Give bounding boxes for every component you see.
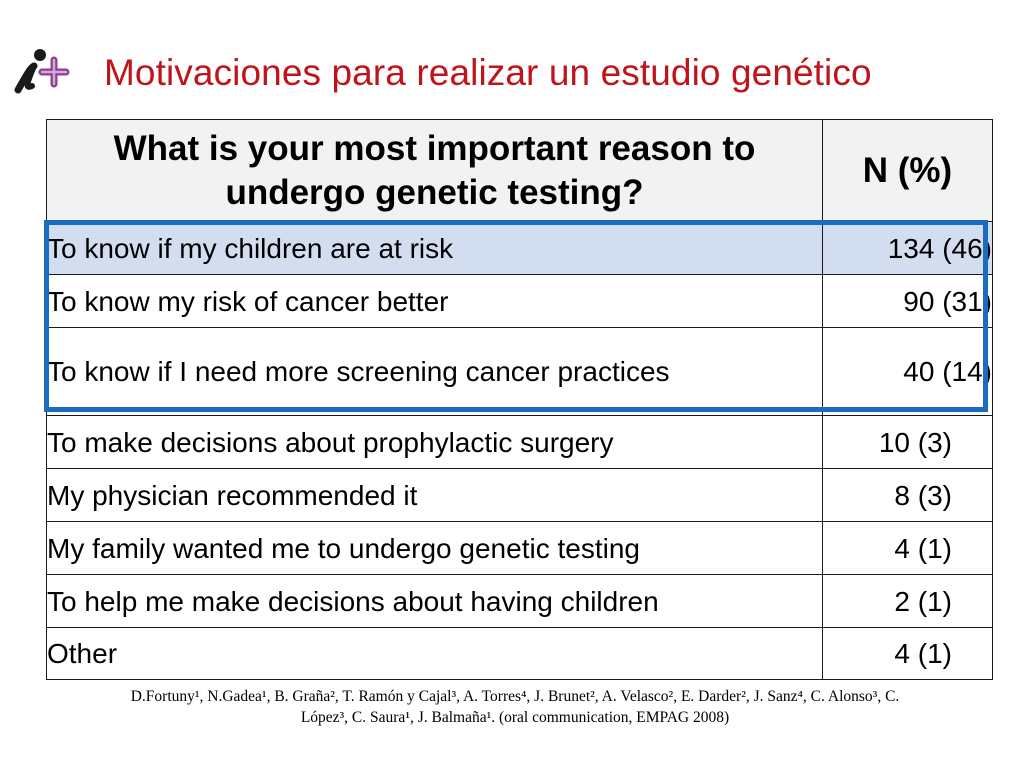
table-row: To know my risk of cancer better 90 (31) [46, 274, 993, 328]
n-percent-cell: 40 (14) [822, 327, 993, 416]
n-percent-cell: 4 (1) [822, 627, 993, 680]
n-percent-cell: 4 (1) [822, 521, 993, 575]
survey-results-table: What is your most important reason to un… [46, 119, 993, 680]
n-percent-cell: 8 (3) [822, 468, 993, 522]
reason-cell: Other [46, 627, 823, 680]
table-row: To know if I need more screening cancer … [46, 327, 993, 416]
table-header-row: What is your most important reason to un… [46, 119, 993, 222]
reason-cell: To help me make decisions about having c… [46, 574, 823, 628]
slide-title: Motivaciones para realizar un estudio ge… [104, 52, 872, 93]
n-percent-cell: 2 (1) [822, 574, 993, 628]
table-row: My physician recommended it 8 (3) [46, 468, 993, 522]
n-percent-cell: 134 (46) [822, 221, 993, 275]
reason-cell: My family wanted me to undergo genetic t… [46, 521, 823, 575]
reason-cell: To make decisions about prophylactic sur… [46, 415, 823, 469]
reason-cell: To know my risk of cancer better [46, 274, 823, 328]
citation-line: D.Fortuny¹, N.Gadea¹, B. Graña², T. Ramó… [130, 688, 900, 705]
table-row: My family wanted me to undergo genetic t… [46, 521, 993, 575]
reason-cell: To know if I need more screening cancer … [46, 327, 823, 416]
reason-cell: My physician recommended it [46, 468, 823, 522]
n-percent-cell: 10 (3) [822, 415, 993, 469]
i-plus-logo [14, 49, 70, 94]
reason-cell: To know if my children are at risk [46, 221, 823, 275]
table-row: To make decisions about prophylactic sur… [46, 415, 993, 469]
column-header-reason: What is your most important reason to un… [46, 119, 823, 222]
citation: D.Fortuny¹, N.Gadea¹, B. Graña², T. Ramó… [60, 686, 970, 728]
n-percent-cell: 90 (31) [822, 274, 993, 328]
table-row: Other 4 (1) [46, 627, 993, 680]
table-row: To help me make decisions about having c… [46, 574, 993, 628]
citation-line: López³, C. Saura¹, J. Balmaña¹. (oral co… [300, 709, 730, 726]
table-row: To know if my children are at risk 134 (… [46, 221, 993, 275]
column-header-n-percent: N (%) [822, 119, 993, 222]
